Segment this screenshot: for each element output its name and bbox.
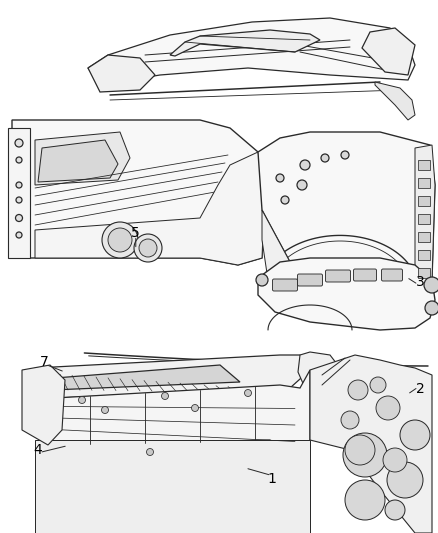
Text: 5: 5: [131, 227, 140, 240]
Circle shape: [102, 407, 109, 414]
Circle shape: [162, 392, 169, 400]
Bar: [418, 232, 430, 242]
Circle shape: [16, 232, 22, 238]
FancyBboxPatch shape: [272, 279, 297, 291]
Circle shape: [341, 411, 359, 429]
Bar: [8, 128, 30, 258]
Polygon shape: [35, 152, 265, 265]
Circle shape: [400, 420, 430, 450]
Circle shape: [300, 160, 310, 170]
Polygon shape: [262, 210, 310, 280]
Circle shape: [139, 239, 157, 257]
Polygon shape: [35, 355, 310, 398]
Circle shape: [191, 405, 198, 411]
Circle shape: [16, 157, 22, 163]
Polygon shape: [310, 355, 432, 533]
Circle shape: [348, 380, 368, 400]
Polygon shape: [35, 132, 130, 185]
Circle shape: [276, 174, 284, 182]
Text: 7: 7: [39, 356, 48, 369]
Text: 3: 3: [416, 276, 425, 289]
Polygon shape: [35, 368, 310, 458]
Polygon shape: [35, 440, 310, 533]
Polygon shape: [22, 365, 65, 445]
FancyBboxPatch shape: [381, 269, 403, 281]
Circle shape: [424, 277, 438, 293]
Text: 1: 1: [267, 472, 276, 486]
Polygon shape: [415, 145, 435, 285]
Polygon shape: [362, 28, 415, 75]
Polygon shape: [258, 132, 435, 288]
FancyBboxPatch shape: [297, 274, 322, 286]
Circle shape: [102, 222, 138, 258]
Polygon shape: [375, 82, 415, 120]
Circle shape: [108, 228, 132, 252]
Circle shape: [387, 462, 423, 498]
Circle shape: [383, 448, 407, 472]
Circle shape: [385, 500, 405, 520]
Bar: [418, 196, 430, 206]
Circle shape: [345, 435, 375, 465]
Polygon shape: [12, 120, 265, 265]
Circle shape: [370, 377, 386, 393]
Text: 4: 4: [33, 443, 42, 457]
Circle shape: [376, 396, 400, 420]
Circle shape: [345, 480, 385, 520]
Circle shape: [343, 433, 387, 477]
Circle shape: [297, 180, 307, 190]
Circle shape: [425, 301, 438, 315]
Polygon shape: [52, 365, 240, 390]
Circle shape: [16, 182, 22, 188]
Text: 2: 2: [416, 382, 425, 396]
FancyBboxPatch shape: [353, 269, 377, 281]
Circle shape: [16, 197, 22, 203]
Circle shape: [15, 139, 23, 147]
Polygon shape: [258, 258, 435, 330]
Polygon shape: [38, 140, 118, 182]
Circle shape: [15, 214, 22, 222]
Bar: [418, 214, 430, 224]
Bar: [418, 160, 430, 170]
Bar: [418, 250, 430, 260]
Bar: [418, 268, 430, 278]
Circle shape: [244, 390, 251, 397]
Polygon shape: [88, 18, 415, 85]
Bar: [418, 178, 430, 188]
Polygon shape: [298, 352, 340, 388]
FancyBboxPatch shape: [325, 270, 350, 282]
Polygon shape: [170, 30, 320, 56]
Circle shape: [256, 274, 268, 286]
Circle shape: [78, 397, 85, 403]
Circle shape: [321, 154, 329, 162]
Circle shape: [341, 151, 349, 159]
Circle shape: [134, 234, 162, 262]
Circle shape: [146, 448, 153, 456]
Polygon shape: [88, 55, 155, 92]
Circle shape: [281, 196, 289, 204]
